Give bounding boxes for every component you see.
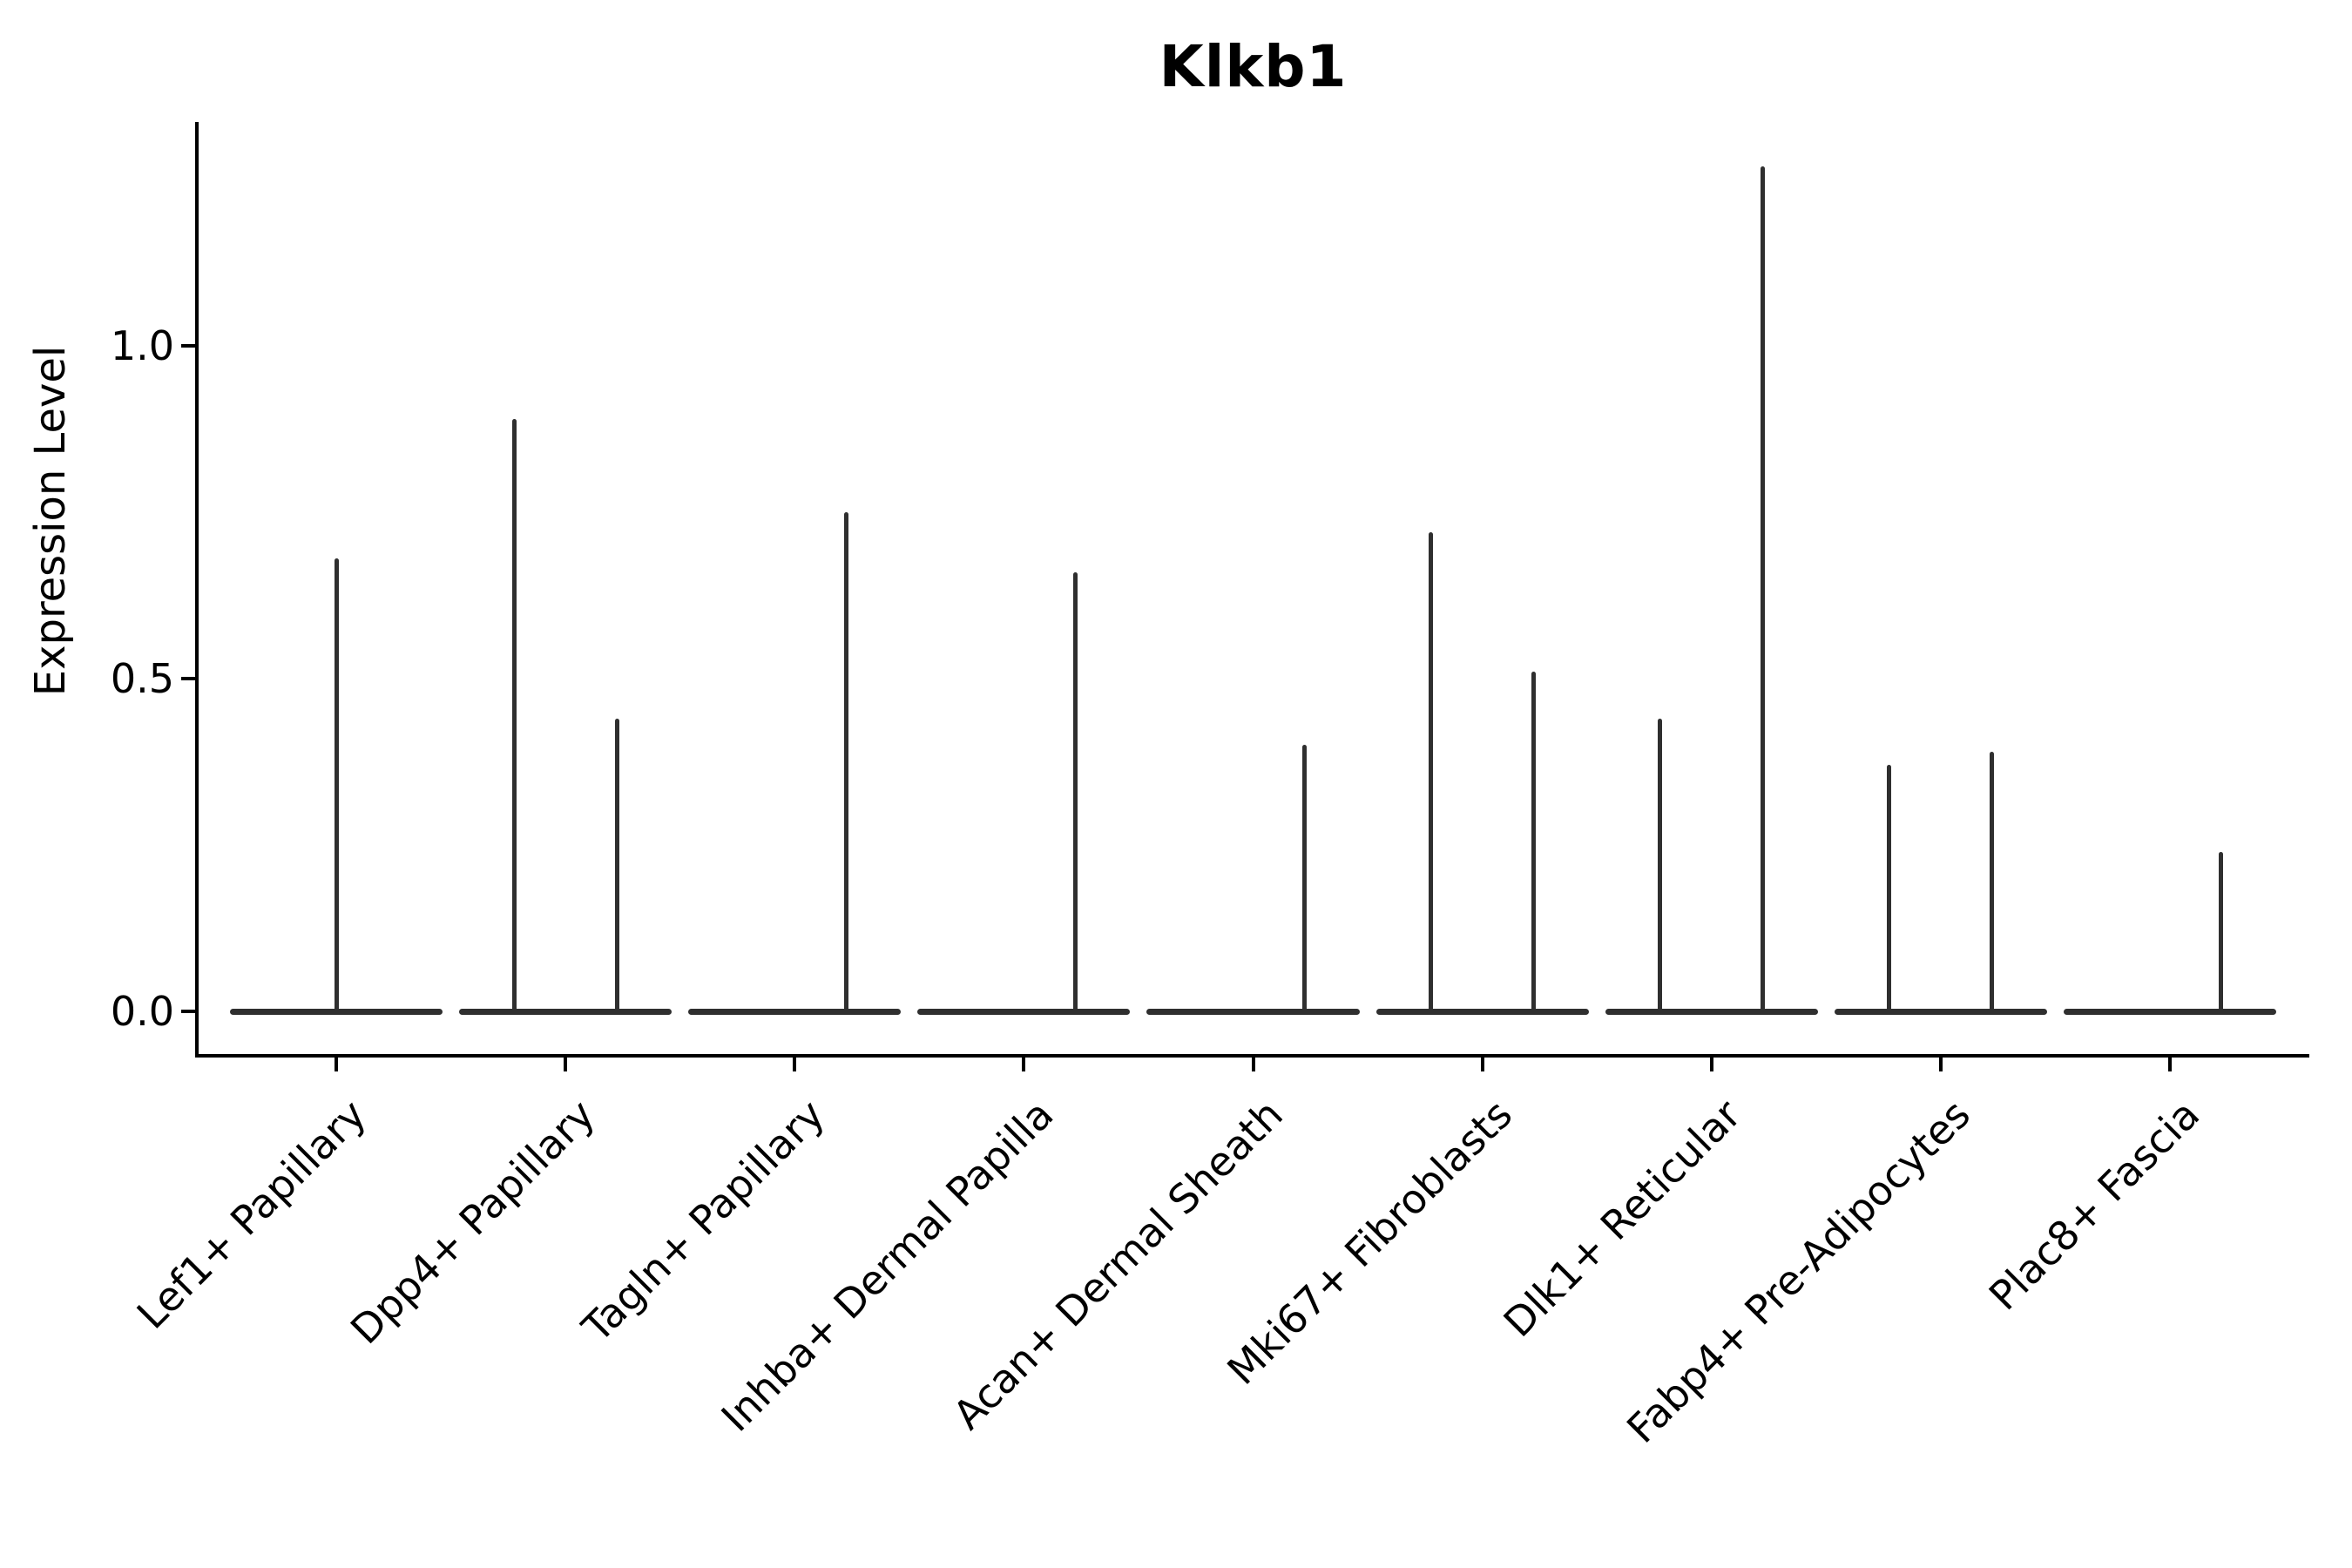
y-tick-mark: [181, 1010, 195, 1013]
x-tick-label-3: Tagln+ Papillary: [572, 1091, 834, 1351]
violin-baseline: [917, 1008, 1131, 1015]
violin-baseline: [2063, 1008, 2277, 1015]
x-tick-mark: [2168, 1058, 2172, 1071]
y-tick-label: 0.5: [110, 655, 174, 702]
x-tick-mark: [793, 1058, 797, 1071]
violin-spike: [1072, 571, 1078, 1014]
x-tick-label-9: Plac8+ Fascia: [1979, 1091, 2209, 1320]
y-tick-mark: [181, 677, 195, 680]
violin-spike: [1531, 672, 1537, 1014]
violin-baseline: [459, 1008, 672, 1015]
x-tick-mark: [564, 1058, 568, 1071]
y-axis-label-text: Expression Level: [26, 345, 75, 697]
y-tick-label: 0.0: [110, 988, 174, 1035]
y-tick-mark: [181, 344, 195, 348]
violin-spike: [614, 718, 619, 1014]
violin-spike: [2219, 851, 2224, 1014]
x-tick-mark: [335, 1058, 338, 1071]
x-axis-spine: [195, 1054, 2309, 1058]
violin-baseline: [688, 1008, 902, 1015]
violin-baseline: [1605, 1008, 1818, 1015]
violin-spike: [1301, 745, 1307, 1014]
violin-spike: [1761, 166, 1766, 1014]
x-tick-mark: [1251, 1058, 1255, 1071]
x-tick-label-7: Dlk1+ Reticular: [1494, 1091, 1750, 1347]
violin-spike: [1990, 752, 1995, 1014]
violin-spike: [1887, 765, 1892, 1014]
violin-spike: [511, 419, 517, 1014]
violin-baseline: [1375, 1008, 1589, 1015]
violin-spike: [1429, 531, 1434, 1014]
violin-spike: [843, 512, 848, 1014]
x-tick-label-2: Dpp4+ Papillary: [341, 1091, 605, 1354]
y-tick-label: 1.0: [110, 322, 174, 369]
plot-title: Klkb1: [1159, 33, 1348, 100]
x-tick-mark: [1938, 1058, 1943, 1071]
x-tick-mark: [1480, 1058, 1484, 1071]
violin-baseline: [1834, 1008, 2047, 1015]
violin-spike: [1658, 718, 1663, 1014]
violin-spike: [334, 558, 339, 1014]
y-axis-spine: [195, 122, 199, 1058]
x-tick-mark: [1022, 1058, 1026, 1071]
x-tick-label-1: Lef1+ Papillary: [127, 1091, 375, 1338]
violin-baseline: [1146, 1008, 1360, 1015]
x-tick-mark: [1709, 1058, 1713, 1071]
